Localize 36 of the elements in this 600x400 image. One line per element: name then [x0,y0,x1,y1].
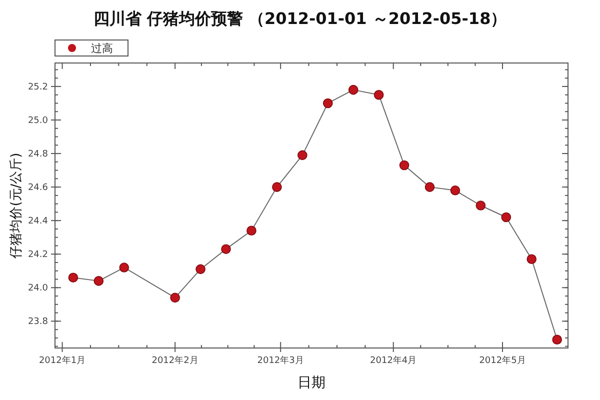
point [526,254,537,264]
y-axis-title: 仔猪均价(元/公斤) [9,152,24,258]
point [322,98,333,108]
x-tick-label: 2012年4月 [370,355,417,366]
point [119,262,130,272]
y-tick-label: 24.6 [28,183,48,194]
point [374,90,384,100]
point [450,186,460,196]
point [348,84,358,95]
y-tick-label: 24.4 [28,216,48,227]
point [272,182,282,192]
legend-label: 过高 [91,42,113,55]
y-tick-label: 24.2 [28,250,48,260]
y-tick-label: 25.2 [28,82,48,92]
point [501,212,512,222]
point [170,292,180,303]
point [246,226,256,236]
y-tick-label: 24.0 [28,284,48,294]
chart-title: 四川省 仔猪均价预警 （2012-01-01 ～2012-05-18） [93,9,507,28]
point [221,244,231,254]
y-tick-label: 24.8 [28,150,48,160]
point [68,272,78,282]
point [424,182,435,192]
point [399,160,410,170]
x-tick-label: 2012年5月 [479,355,526,366]
point [196,264,206,274]
x-tick-label: 2012年2月 [152,355,198,366]
point [552,334,562,345]
x-tick-label: 2012年1月 [38,355,86,366]
point [298,150,308,160]
point [94,276,104,286]
y-tick-label: 23.8 [28,317,48,328]
x-tick-label: 2012年3月 [257,355,304,366]
y-tick-label: 25.0 [28,116,48,126]
point [476,200,486,210]
x-axis-title: 日期 [298,375,326,391]
